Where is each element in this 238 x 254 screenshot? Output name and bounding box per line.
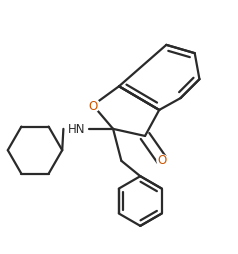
Text: O: O — [88, 99, 98, 112]
Text: HN: HN — [68, 123, 85, 136]
Text: O: O — [157, 153, 166, 166]
